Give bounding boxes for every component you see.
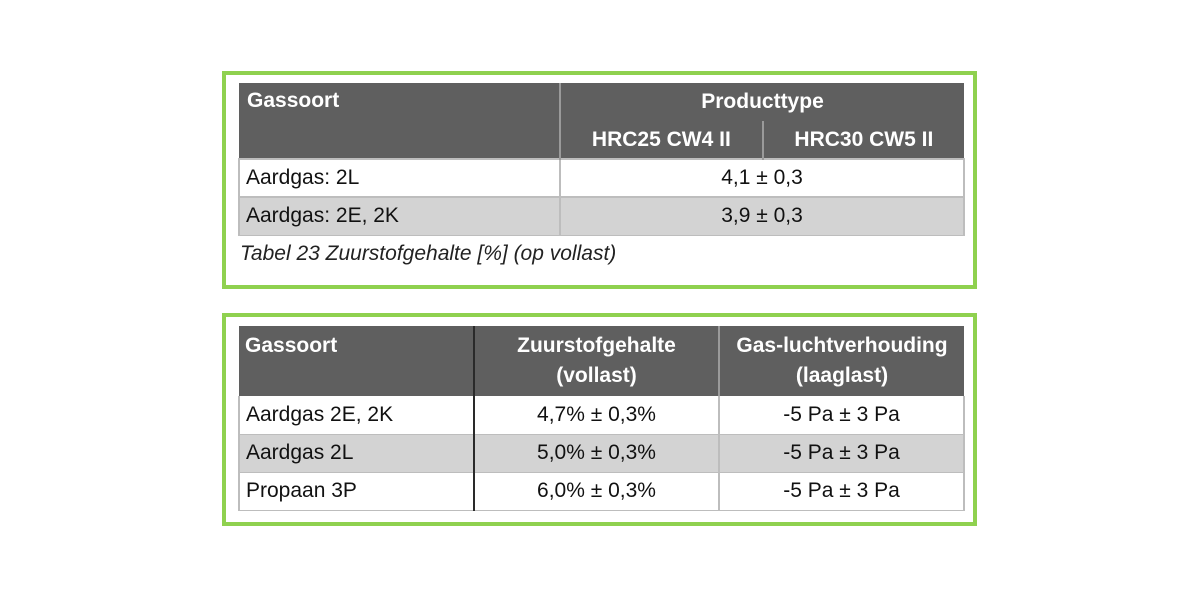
header-gassoort: Gassoort — [239, 83, 561, 159]
header-gas-luchtverhouding-line2: (laaglast) — [795, 364, 889, 387]
cell-ratio: -5 Pa ± 3 Pa — [719, 434, 965, 473]
header-zuurstofgehalte-line1: Zuurstofgehalte — [517, 334, 676, 357]
cell-ratio: -5 Pa ± 3 Pa — [719, 396, 965, 435]
cell-oxygen: 4,7% ± 0,3% — [474, 396, 720, 435]
table-panel-settings: Gassoort Zuurstofgehalte (vollast) Gas-l… — [222, 313, 977, 526]
header-hrc30: HRC30 CW5 II — [762, 121, 964, 159]
table-panel-product-type: Gassoort Producttype HRC25 CW4 II HRC30 … — [222, 71, 977, 289]
cell-oxygen: 6,0% ± 0,3% — [474, 472, 720, 511]
oxygen-content-table: Gassoort Producttype HRC25 CW4 II HRC30 … — [238, 83, 965, 236]
cell-value: 4,1 ± 0,3 — [560, 158, 965, 198]
header-gassoort: Gassoort — [239, 326, 475, 396]
table-row: Aardgas: 2E, 2K 3,9 ± 0,3 — [238, 196, 965, 236]
cell-gas: Aardgas 2L — [238, 434, 475, 473]
cell-gas: Aardgas: 2L — [238, 158, 561, 198]
table-row: Aardgas 2L 5,0% ± 0,3% -5 Pa ± 3 Pa — [238, 434, 965, 473]
cell-value: 3,9 ± 0,3 — [560, 196, 965, 236]
header-zuurstofgehalte: Zuurstofgehalte (vollast) — [474, 326, 720, 396]
cell-gas: Aardgas: 2E, 2K — [238, 196, 561, 236]
table-row: Aardgas: 2L 4,1 ± 0,3 — [238, 158, 965, 198]
cell-gas: Aardgas 2E, 2K — [238, 396, 475, 435]
header-gas-luchtverhouding-line1: Gas-luchtverhouding — [736, 334, 948, 357]
header-producttype: Producttype — [560, 83, 964, 121]
table-row: Propaan 3P 6,0% ± 0,3% -5 Pa ± 3 Pa — [238, 472, 965, 511]
gas-settings-table: Gassoort Zuurstofgehalte (vollast) Gas-l… — [238, 326, 965, 511]
header-gas-luchtverhouding: Gas-luchtverhouding (laaglast) — [719, 326, 964, 396]
header-hrc25: HRC25 CW4 II — [560, 121, 764, 159]
cell-oxygen: 5,0% ± 0,3% — [474, 434, 720, 473]
cell-gas: Propaan 3P — [238, 472, 475, 511]
header-zuurstofgehalte-line2: (vollast) — [556, 364, 637, 387]
table-caption: Tabel 23 Zuurstofgehalte [%] (op vollast… — [240, 242, 617, 265]
table-row: Aardgas 2E, 2K 4,7% ± 0,3% -5 Pa ± 3 Pa — [238, 396, 965, 435]
cell-ratio: -5 Pa ± 3 Pa — [719, 472, 965, 511]
